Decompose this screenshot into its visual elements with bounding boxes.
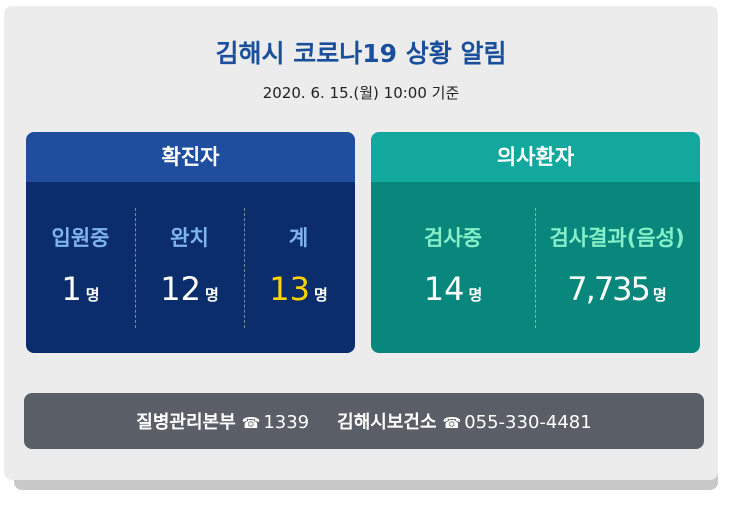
phone-icon: ☎ — [241, 414, 261, 432]
stat: 입원중 1 명 — [26, 182, 135, 353]
footer: 질병관리본부 ☎ 1339 김해시보건소 ☎ 055-330-4481 — [24, 393, 704, 449]
contact-name: 질병관리본부 — [136, 412, 236, 433]
panel-body: 검사중 14 명 검사결과(음성) 7,735 명 — [371, 182, 700, 353]
stat-label: 계 — [288, 226, 309, 250]
title: 김해시 코로나19 상황 알림 — [215, 39, 507, 68]
stat-unit: 명 — [468, 286, 483, 304]
contact: 김해시보건소 ☎ 055-330-4481 — [337, 408, 592, 434]
stat-label: 입원중 — [51, 226, 110, 250]
contact-phone: 055-330-4481 — [464, 412, 592, 433]
stat-value: 13 명 — [244, 270, 353, 308]
stat-unit: 명 — [85, 286, 100, 304]
stat-value: 12 명 — [135, 270, 244, 308]
stat-unit: 명 — [204, 286, 219, 304]
phone-icon: ☎ — [442, 414, 462, 432]
divider — [244, 208, 245, 328]
panel-title: 의사환자 — [371, 132, 700, 182]
contact: 질병관리본부 ☎ 1339 — [136, 408, 309, 434]
divider — [535, 208, 536, 328]
stat-count: 14 — [423, 270, 465, 308]
subtitle: 2020. 6. 15.(월) 10:00 기준 — [262, 84, 460, 102]
stat-unit: 명 — [652, 286, 667, 304]
stat-label: 완치 — [170, 226, 209, 250]
stat-count: 13 — [269, 270, 310, 308]
stat-value: 14 명 — [371, 270, 535, 308]
stat-unit: 명 — [313, 286, 328, 304]
panel: 확진자 입원중 1 명 완치 12 명 계 13 명 — [26, 132, 355, 353]
stat: 계 13 명 — [244, 182, 353, 353]
panel-body: 입원중 1 명 완치 12 명 계 13 명 — [26, 182, 355, 353]
contact-phone: 1339 — [263, 412, 310, 433]
stat: 검사결과(음성) 7,735 명 — [535, 182, 699, 353]
contact-name: 김해시보건소 — [337, 412, 437, 433]
stat-value: 7,735 명 — [535, 270, 699, 308]
stat-label: 검사결과(음성) — [549, 226, 685, 250]
stat-count: 7,735 — [567, 270, 651, 308]
stat-count: 1 — [61, 270, 82, 308]
divider — [135, 208, 136, 328]
stat: 완치 12 명 — [135, 182, 244, 353]
panel-title: 확진자 — [26, 132, 355, 182]
stat: 검사중 14 명 — [371, 182, 535, 353]
stat-count: 12 — [160, 270, 201, 308]
stat-label: 검사중 — [424, 226, 482, 250]
panel: 의사환자 검사중 14 명 검사결과(음성) 7,735 명 — [371, 132, 700, 353]
